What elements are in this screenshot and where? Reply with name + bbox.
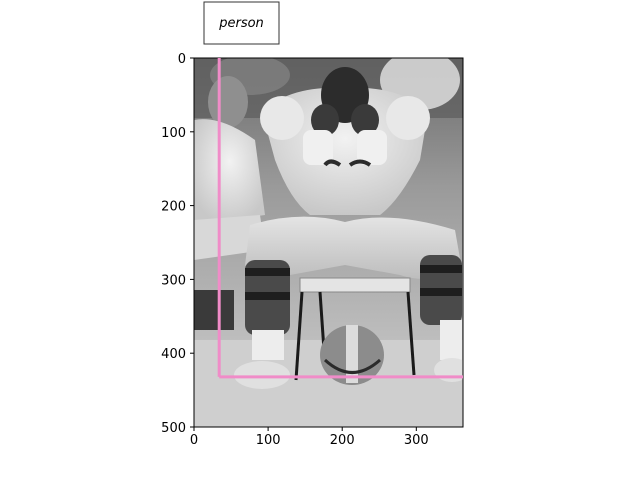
y-axis: 0 100 200 300 400 500 [161,52,194,436]
legend: person [203,1,280,45]
y-tick-label: 400 [161,347,186,362]
y-tick-label: 200 [161,200,186,215]
x-tick-label: 100 [256,433,281,448]
y-tick-label: 500 [161,421,186,436]
legend-box [203,1,280,45]
x-axis: 0 100 200 300 [190,427,429,448]
legend-label: person [218,16,264,31]
x-tick-label: 200 [330,433,355,448]
center-player [234,67,463,389]
axes-frame [193,57,464,428]
helmet [320,325,384,385]
x-tick-label: 300 [404,433,429,448]
y-tick-label: 100 [161,126,186,141]
photo-image [194,58,463,427]
y-tick-label: 0 [178,52,186,67]
chair [294,277,416,381]
person-annotation [217,58,463,379]
y-tick-label: 300 [161,273,186,288]
x-tick-label: 0 [190,433,198,448]
